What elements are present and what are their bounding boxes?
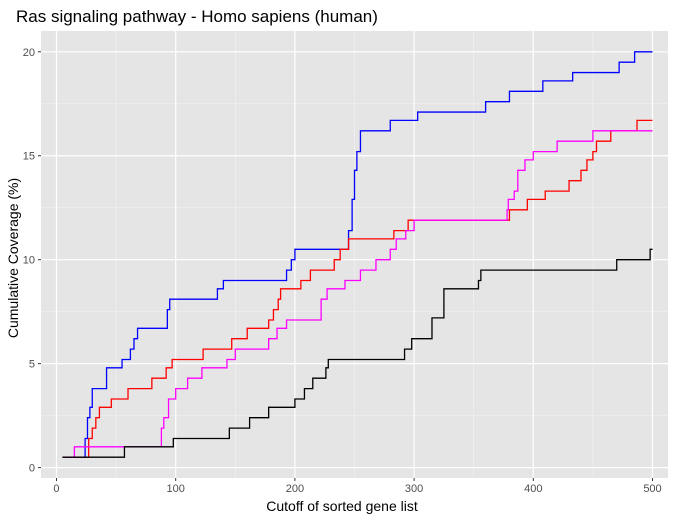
x-tick-label: 500 <box>643 483 661 495</box>
grid-major <box>41 31 668 478</box>
x-tick-label: 400 <box>524 483 542 495</box>
grid-minor <box>41 31 668 478</box>
y-tick-label: 10 <box>23 255 35 267</box>
y-axis: 0 5 10 15 20 <box>23 47 41 475</box>
y-tick-label: 20 <box>23 47 35 59</box>
x-tick-label: 200 <box>286 483 304 495</box>
y-axis-title: Cumulative Coverage (%) <box>5 178 21 338</box>
x-tick-label: 300 <box>405 483 423 495</box>
series-line-1 <box>62 51 653 458</box>
series-lines <box>62 51 653 458</box>
y-tick-label: 0 <box>29 463 35 475</box>
x-tick-label: 100 <box>167 483 185 495</box>
series-line-4 <box>62 248 653 458</box>
x-tick-label: 0 <box>53 483 59 495</box>
series-line-2 <box>62 119 653 458</box>
x-axis: 0 100 200 300 400 500 <box>53 478 662 495</box>
y-tick-label: 5 <box>29 359 35 371</box>
series-line-3 <box>62 130 653 458</box>
chart-title: Ras signaling pathway - Homo sapiens (hu… <box>16 7 378 26</box>
y-tick-label: 15 <box>23 151 35 163</box>
x-axis-title: Cutoff of sorted gene list <box>266 498 418 514</box>
